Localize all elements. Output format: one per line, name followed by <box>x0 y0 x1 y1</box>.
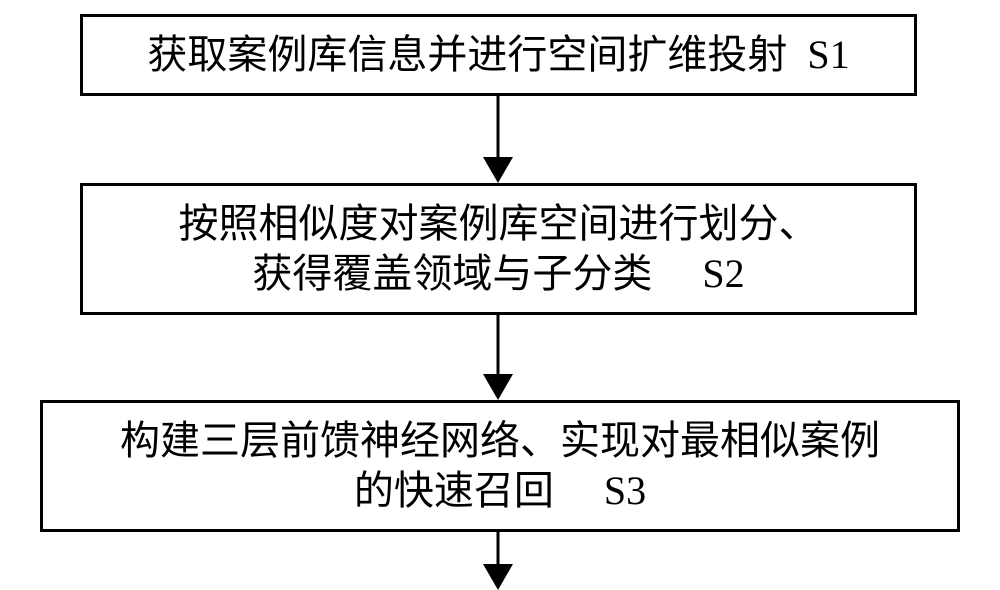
flowchart-node-s1: 获取案例库信息并进行空间扩维投射 S1 <box>80 14 917 96</box>
node-text: 获得覆盖领域与子分类 S2 <box>252 249 744 299</box>
flowchart-node-s2: 按照相似度对案例库空间进行划分、 获得覆盖领域与子分类 S2 <box>80 183 917 315</box>
node-text: 按照相似度对案例库空间进行划分、 <box>179 199 819 249</box>
flowchart-canvas: 获取案例库信息并进行空间扩维投射 S1 按照相似度对案例库空间进行划分、 获得覆… <box>0 0 1000 590</box>
node-text: 获取案例库信息并进行空间扩维投射 S1 <box>147 30 849 80</box>
node-text: 构建三层前馈神经网络、实现对最相似案例 <box>120 416 880 466</box>
node-text: 的快速召回 S3 <box>354 466 646 516</box>
flowchart-node-s3: 构建三层前馈神经网络、实现对最相似案例 的快速召回 S3 <box>40 400 960 532</box>
